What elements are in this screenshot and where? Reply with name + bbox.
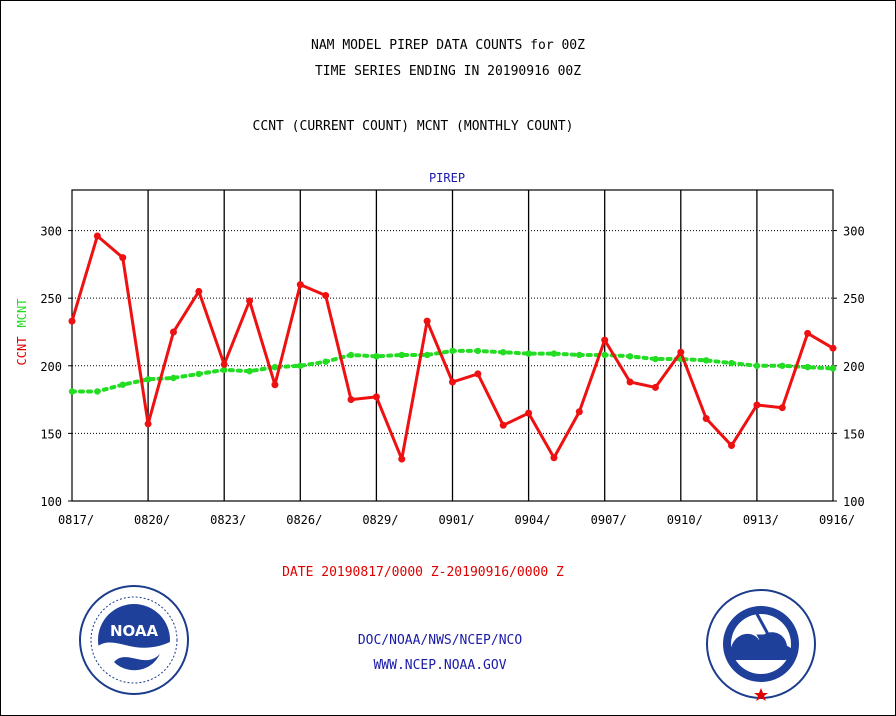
ccnt-data-point [702, 415, 710, 423]
chart-title-line2: TIME SERIES ENDING IN 20190916 00Z [314, 64, 582, 79]
ccnt-data-point [347, 396, 355, 404]
ccnt-data-point [68, 317, 76, 325]
panel-title: PIREP [428, 171, 466, 185]
mcnt-data-point [779, 362, 786, 369]
ccnt-data-point [804, 329, 812, 337]
mcnt-data-point [271, 363, 279, 371]
credit-line-2: WWW.NCEP.NOAA.GOV [373, 658, 507, 673]
mcnt-data-point [246, 367, 253, 375]
ccnt-data-point [575, 408, 583, 416]
mcnt-data-point [652, 355, 659, 363]
y-tick-label-right: 200 [843, 360, 865, 374]
ccnt-data-point [296, 281, 304, 289]
ccnt-data-point [449, 378, 456, 386]
chart-title-line1: NAM MODEL PIREP DATA COUNTS for 00Z [311, 38, 585, 53]
ccnt-data-point [169, 328, 177, 336]
ccnt-data-point [322, 291, 330, 299]
y-tick-label-right: 300 [843, 225, 865, 239]
date-range: DATE 20190817/0000 Z-20190916/0000 Z [282, 565, 564, 580]
ccnt-data-point [474, 370, 482, 378]
y-tick-label-right: 150 [843, 427, 865, 441]
y-tick-label-left: 250 [40, 292, 62, 306]
ccnt-data-point [423, 317, 431, 325]
mcnt-data-point [119, 381, 126, 388]
x-tick-label: 0901/ [438, 513, 474, 527]
mcnt-data-point [398, 351, 405, 359]
y-tick-label-right: 250 [843, 292, 865, 306]
ccnt-data-point [728, 442, 736, 450]
mcnt-data-point [144, 376, 152, 383]
mcnt-data-point [728, 359, 735, 367]
y-tick-label-right: 100 [843, 495, 865, 509]
x-tick-label: 0913/ [743, 513, 779, 527]
ccnt-data-point [550, 454, 558, 462]
noaa-logo-text: NOAA [110, 622, 159, 640]
mcnt-data-point [829, 365, 837, 372]
mcnt-data-point [550, 350, 558, 357]
y-tick-label-left: 100 [40, 495, 62, 509]
x-tick-label: 0829/ [362, 513, 398, 527]
mcnt-data-point [94, 388, 101, 395]
mcnt-data-point [322, 358, 329, 365]
x-tick-label: 0826/ [286, 513, 322, 527]
chart-subtitle: CCNT (CURRENT COUNT) MCNT (MONTHLY COUNT… [252, 119, 574, 134]
x-tick-label: 0910/ [667, 513, 703, 527]
mcnt-data-point [474, 347, 482, 355]
x-tick-label: 0820/ [134, 513, 170, 527]
ccnt-data-point [271, 381, 279, 389]
mcnt-data-point [347, 351, 355, 359]
mcnt-data-point [626, 353, 634, 360]
y-tick-label-left: 200 [40, 360, 62, 374]
nws-logo-icon [706, 589, 816, 701]
x-tick-label: 0904/ [515, 513, 551, 527]
ccnt-data-point [93, 232, 101, 240]
ccnt-data-point [626, 378, 634, 386]
ccnt-data-point [398, 455, 406, 463]
ccnt-data-point [220, 360, 228, 368]
ccnt-data-point [829, 344, 837, 352]
mcnt-data-point [753, 362, 761, 369]
ccnt-data-point [119, 254, 127, 262]
mcnt-data-point [373, 353, 380, 360]
mcnt-data-point [702, 357, 710, 364]
ccnt-data-point [525, 409, 533, 417]
mcnt-data-point [576, 351, 583, 359]
mcnt-data-point [170, 374, 177, 382]
mcnt-data-point [195, 370, 203, 378]
ccnt-data-point [778, 404, 786, 412]
mcnt-data-point [500, 349, 507, 356]
ccnt-data-point [372, 393, 380, 401]
mcnt-data-point [525, 350, 532, 357]
noaa-logo-icon: NOAA [79, 585, 189, 695]
ccnt-data-point [499, 421, 507, 429]
ccnt-data-point [195, 287, 203, 295]
mcnt-data-point [804, 363, 811, 371]
x-tick-label: 0823/ [210, 513, 246, 527]
ccnt-data-point [677, 348, 685, 356]
mcnt-data-point [221, 366, 228, 374]
x-tick-label: 0817/ [58, 513, 94, 527]
mcnt-data-point [68, 388, 76, 395]
x-tick-label: 0907/ [591, 513, 627, 527]
mcnt-data-point [449, 347, 456, 355]
ccnt-data-point [651, 383, 659, 391]
ccnt-data-point [601, 336, 609, 344]
ccnt-data-point [144, 420, 152, 428]
mcnt-data-point [297, 362, 304, 369]
y-tick-label-left: 300 [40, 225, 62, 239]
y-tick-label-left: 150 [40, 427, 62, 441]
mcnt-data-point [423, 351, 431, 359]
ccnt-data-point [246, 297, 254, 305]
mcnt-data-point [601, 351, 608, 359]
x-tick-label: 0916/ [819, 513, 855, 527]
ccnt-data-point [753, 401, 761, 409]
credit-line-1: DOC/NOAA/NWS/NCEP/NCO [357, 633, 523, 648]
